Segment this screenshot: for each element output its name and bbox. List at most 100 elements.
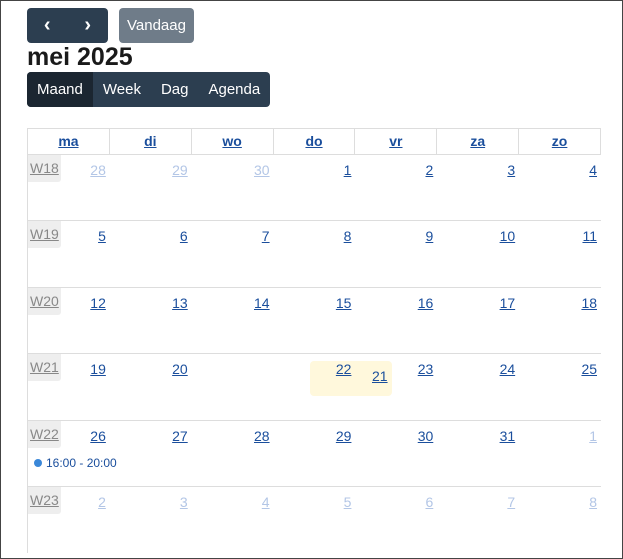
day-cell[interactable]: 6 [355, 487, 437, 553]
day-cell[interactable]: 5 [274, 487, 356, 553]
week-number-link[interactable]: W20 [28, 287, 61, 315]
day-cell[interactable]: 20 [110, 354, 192, 419]
day-number-link[interactable]: 15 [335, 294, 352, 311]
day-cell[interactable]: 29 [110, 155, 192, 220]
day-number-link[interactable]: 6 [179, 228, 188, 245]
day-number-link[interactable]: 18 [581, 294, 598, 311]
view-week-button[interactable]: Week [93, 72, 151, 107]
week-number-link[interactable]: W19 [28, 221, 61, 249]
day-cell[interactable]: 28 [28, 155, 110, 220]
day-number-link[interactable]: 23 [417, 361, 434, 378]
day-cell[interactable]: 24 [437, 354, 519, 419]
day-cell[interactable]: 9 [355, 221, 437, 286]
day-cell[interactable]: 2 [28, 487, 110, 553]
weekday-link[interactable]: di [144, 133, 157, 149]
day-number-link[interactable]: 14 [254, 294, 270, 311]
day-number-link[interactable]: 24 [499, 361, 516, 378]
day-number-link[interactable]: 4 [261, 493, 270, 510]
day-cell[interactable]: 12 [28, 288, 110, 353]
day-number-link[interactable]: 1 [343, 162, 352, 178]
day-cell[interactable]: 10 [437, 221, 519, 286]
prev-button[interactable]: ‹ [27, 8, 68, 43]
weekday-link[interactable]: za [470, 133, 486, 149]
day-number-link[interactable]: 11 [582, 228, 598, 245]
day-number-link[interactable]: 29 [335, 427, 352, 444]
day-cell[interactable]: 13 [110, 288, 192, 353]
day-number-link[interactable]: 4 [589, 162, 598, 178]
day-number-link[interactable]: 2 [425, 162, 434, 178]
day-number-link[interactable]: 16 [417, 294, 434, 311]
day-cell[interactable]: 19 [28, 354, 110, 419]
day-cell[interactable]: 17 [437, 288, 519, 353]
day-cell[interactable]: 6 [110, 221, 192, 286]
day-number-link[interactable]: 8 [589, 493, 598, 510]
day-cell[interactable]: 8 [274, 221, 356, 286]
day-number-link[interactable]: 8 [343, 228, 352, 245]
day-number-link[interactable]: 29 [172, 162, 188, 178]
day-number-link[interactable]: 7 [507, 493, 516, 510]
day-number-link[interactable]: 26 [90, 427, 106, 444]
day-number-link[interactable]: 2 [98, 493, 106, 510]
day-cell[interactable]: 30 [355, 421, 437, 486]
day-cell[interactable]: 25 [519, 354, 601, 419]
day-number-link[interactable]: 1 [589, 427, 598, 444]
day-number-link[interactable]: 31 [499, 427, 516, 444]
day-cell[interactable]: 18 [519, 288, 601, 353]
day-cell[interactable]: 7 [192, 221, 274, 286]
day-number-link[interactable]: 6 [425, 493, 434, 510]
day-cell[interactable]: 8 [519, 487, 601, 553]
day-number-link[interactable]: 9 [425, 228, 434, 245]
day-number-link[interactable]: 25 [581, 361, 598, 378]
day-number-link[interactable]: 5 [98, 228, 106, 245]
day-cell[interactable]: 7 [437, 487, 519, 553]
weekday-link[interactable]: wo [222, 133, 242, 149]
day-cell[interactable]: 3 [110, 487, 192, 553]
day-number-link[interactable]: 20 [172, 361, 188, 378]
week-number-link[interactable]: W18 [28, 155, 61, 182]
day-cell[interactable]: 1 [274, 155, 356, 220]
day-cell[interactable]: 30 [192, 155, 274, 220]
day-cell[interactable]: 16 [355, 288, 437, 353]
day-cell[interactable]: 27 [110, 421, 192, 486]
day-cell[interactable]: 11 [519, 221, 601, 286]
day-cell[interactable]: 22 [274, 354, 356, 419]
view-agenda-button[interactable]: Agenda [198, 72, 270, 107]
weekday-link[interactable]: ma [58, 133, 79, 149]
day-cell[interactable]: 3 [437, 155, 519, 220]
day-number-link[interactable]: 7 [261, 228, 270, 245]
day-cell[interactable]: 21 [309, 361, 392, 397]
day-number-link[interactable]: 28 [254, 427, 270, 444]
view-day-button[interactable]: Dag [151, 72, 199, 107]
day-number-link[interactable]: 30 [417, 427, 434, 444]
day-number-link[interactable]: 3 [507, 162, 516, 178]
today-button[interactable]: Vandaag [119, 8, 194, 43]
week-number-link[interactable]: W21 [28, 354, 61, 382]
day-number-link[interactable]: 27 [172, 427, 188, 444]
day-number-link[interactable]: 28 [90, 162, 106, 178]
weekday-link[interactable]: vr [389, 133, 403, 149]
day-cell[interactable]: 4 [192, 487, 274, 553]
day-number-link[interactable]: 19 [90, 361, 106, 378]
day-cell[interactable]: 1 [519, 421, 601, 486]
day-cell[interactable]: 26 [28, 421, 110, 486]
day-number-link[interactable]: 30 [254, 162, 270, 178]
day-number-link[interactable]: 13 [172, 294, 188, 311]
day-number-link[interactable]: 5 [343, 493, 352, 510]
day-cell[interactable]: 28 [192, 421, 274, 486]
day-cell[interactable]: 23 [355, 354, 437, 419]
day-number-link[interactable]: 12 [90, 294, 106, 311]
day-cell[interactable]: 2 [355, 155, 437, 220]
day-cell[interactable]: 4 [519, 155, 601, 220]
day-cell[interactable]: 15 [274, 288, 356, 353]
next-button[interactable]: › [68, 8, 109, 43]
day-number-link[interactable]: 22 [335, 361, 352, 378]
week-number-link[interactable]: W23 [28, 486, 61, 514]
view-month-button[interactable]: Maand [27, 72, 93, 107]
day-cell[interactable]: 31 [437, 421, 519, 486]
day-cell[interactable]: 29 [274, 421, 356, 486]
day-cell[interactable]: 14 [192, 288, 274, 353]
week-number-link[interactable]: W22 [28, 420, 61, 448]
day-number-link[interactable]: 21 [372, 368, 388, 385]
calendar-event[interactable]: 16:00 - 20:00 [34, 456, 117, 470]
day-number-link[interactable]: 3 [179, 493, 188, 510]
